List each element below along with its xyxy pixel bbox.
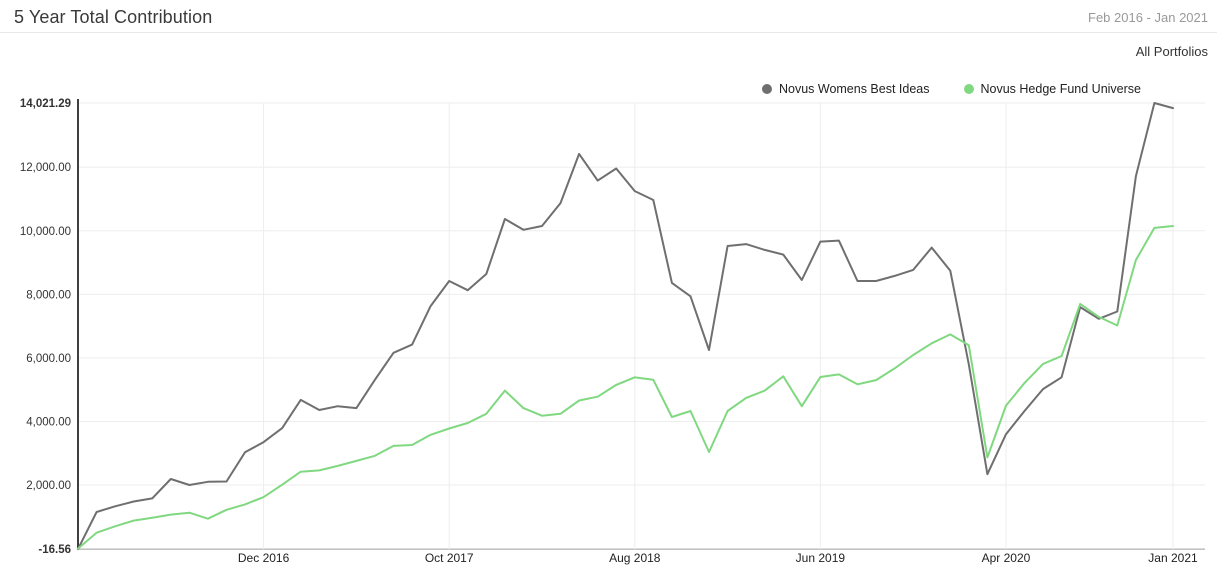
x-axis-tick-label: Jan 2021: [1148, 551, 1198, 565]
portfolio-scope-label: All Portfolios: [1135, 44, 1208, 59]
page-title: 5 Year Total Contribution: [14, 7, 213, 27]
legend-item-hedge-fund-universe[interactable]: Novus Hedge Fund Universe: [963, 82, 1142, 96]
chart-legend: Novus Womens Best Ideas Novus Hedge Fund…: [761, 82, 1142, 96]
y-axis-tick-label: 4,000.00: [26, 416, 71, 428]
x-axis-tick-label: Jun 2019: [796, 551, 846, 565]
legend-label: Novus Hedge Fund Universe: [980, 82, 1142, 96]
legend-dot-icon: [963, 84, 974, 94]
chart-header: 5 Year Total Contribution Feb 2016 - Jan…: [0, 0, 1217, 33]
x-axis-tick-label: Dec 2016: [238, 551, 290, 565]
contribution-chart-svg: 14,021.29 12,000.00 10,000.00 8,000.00 6,000…: [20, 98, 1205, 565]
y-axis-tick-label: -16.56: [38, 544, 71, 556]
y-axis-tick-label: 2,000.00: [26, 480, 71, 492]
x-axis-tick-label: Apr 2020: [982, 551, 1031, 565]
y-axis-tick-label: 8,000.00: [26, 289, 71, 301]
legend-dot-icon: [761, 84, 772, 94]
x-axis-tick-label: Oct 2017: [425, 551, 474, 565]
y-axis-tick-label: 12,000.00: [20, 162, 71, 174]
y-axis-tick-label: 14,021.29: [20, 98, 71, 110]
date-range-label: Feb 2016 - Jan 2021: [1088, 10, 1208, 25]
chart-area: 14,021.29 12,000.00 10,000.00 8,000.00 6,000…: [0, 95, 1217, 578]
y-axis-tick-label: 10,000.00: [20, 226, 71, 238]
series-line-novus-womens-best-ideas[interactable]: [77, 102, 1174, 551]
x-axis-tick-label: Aug 2018: [609, 551, 661, 565]
legend-label: Novus Womens Best Ideas: [778, 82, 930, 96]
legend-item-womens-best-ideas[interactable]: Novus Womens Best Ideas: [761, 82, 930, 96]
series-line-novus-hedge-fund-universe[interactable]: [77, 225, 1174, 550]
y-axis-tick-label: 6,000.00: [26, 353, 71, 365]
